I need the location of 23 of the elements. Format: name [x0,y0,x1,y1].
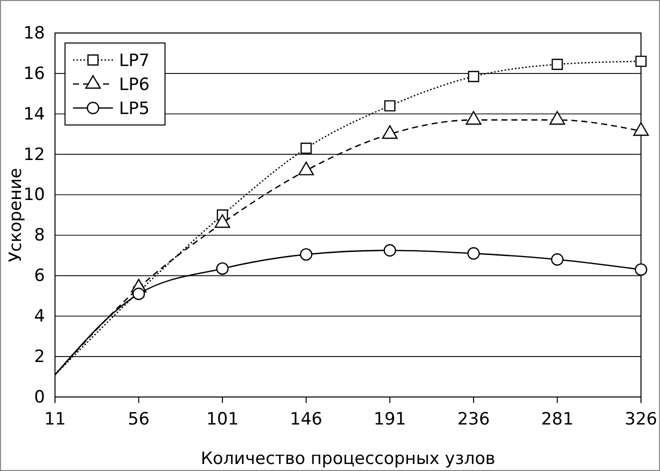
x-tick-label: 191 [374,410,406,430]
y-tick-label: 10 [23,185,45,206]
y-tick-label: 2 [34,346,45,367]
y-tick-label: 0 [34,387,45,408]
x-tick-label: 236 [457,410,490,430]
y-tick-label: 18 [23,23,45,44]
y-tick-label: 4 [34,306,45,327]
x-axis-title: Количество процессорных узлов [200,449,496,469]
y-tick-label: 8 [34,226,45,246]
y-tick-label: 14 [23,104,45,124]
y-axis-title: Ускорение [6,168,26,262]
legend-label: LP7 [119,51,150,71]
y-tick-label: 12 [23,144,45,165]
y-tick-label: 16 [23,64,45,84]
x-tick-label: 56 [128,410,150,430]
legend-label: LP6 [119,75,150,95]
x-tick-label: 146 [290,410,322,430]
x-tick-label: 326 [624,410,658,430]
legend-label: LP5 [119,99,150,119]
x-tick-label: 11 [44,410,66,430]
x-tick-label: 101 [206,410,239,430]
y-tick-label: 6 [34,266,45,286]
x-tick-label: 281 [541,410,574,430]
